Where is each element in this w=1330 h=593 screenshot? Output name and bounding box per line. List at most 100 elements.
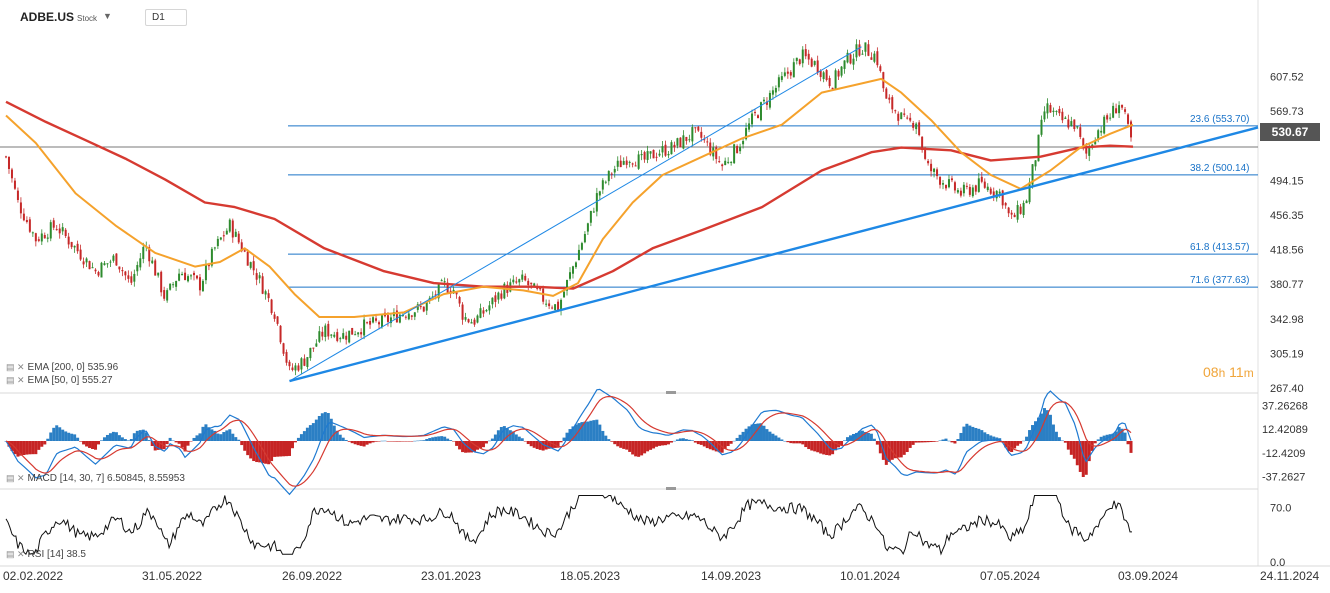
macd-histogram-bar	[944, 438, 948, 441]
candle-body	[939, 176, 942, 185]
macd-histogram-bar	[401, 441, 405, 442]
candle-body	[849, 54, 852, 64]
candle-body	[595, 193, 598, 212]
settings-icon[interactable]: ▤ ✕	[6, 362, 25, 372]
candle-body	[873, 53, 876, 62]
candle-body	[1022, 202, 1025, 216]
macd-histogram-bar	[714, 441, 718, 452]
macd-histogram-bar	[583, 421, 587, 441]
candle-body	[709, 142, 712, 155]
macd-histogram-bar	[195, 435, 199, 441]
macd-histogram-bar	[532, 441, 536, 448]
candle-body	[204, 264, 207, 281]
candle-body	[566, 279, 569, 291]
macd-histogram-bar	[347, 441, 351, 442]
macd-histogram-bar	[171, 440, 175, 441]
candle-body	[1028, 182, 1031, 203]
channel-trendline	[289, 46, 862, 382]
macd-histogram-bar	[759, 423, 763, 441]
macd-histogram-bar	[270, 441, 274, 462]
macd-histogram-bar	[249, 441, 253, 459]
macd-tick-label: -12.4209	[1262, 448, 1305, 460]
candle-body	[903, 113, 906, 115]
macd-histogram-bar	[690, 440, 694, 441]
candle-body	[715, 147, 718, 160]
candle-body	[927, 160, 930, 164]
candle-body	[22, 213, 25, 221]
macd-histogram-bar	[496, 430, 500, 441]
candle-body	[16, 190, 19, 200]
settings-icon[interactable]: ▤ ✕	[6, 549, 25, 559]
macd-histogram-bar	[102, 437, 106, 441]
macd-histogram-bar	[795, 441, 799, 444]
symbol-label[interactable]: ADBE.US Stock	[20, 10, 97, 24]
candle-body	[261, 276, 264, 294]
macd-histogram-bar	[132, 433, 136, 441]
macd-histogram-bar	[19, 441, 23, 456]
candle-body	[777, 77, 780, 88]
macd-histogram-bar	[616, 441, 620, 447]
settings-icon[interactable]: ▤ ✕	[6, 473, 25, 483]
candle-body	[930, 163, 933, 172]
macd-histogram-bar	[213, 430, 217, 441]
candle-body	[795, 57, 798, 61]
macd-histogram-bar	[344, 439, 348, 441]
candle-body	[121, 270, 124, 272]
candle-body	[351, 327, 354, 335]
macd-histogram-bar	[228, 429, 232, 441]
macd-histogram-bar	[652, 441, 656, 449]
candle-body	[139, 258, 142, 268]
macd-histogram-bar	[76, 437, 80, 441]
macd-histogram-bar	[192, 437, 196, 441]
macd-histogram-bar	[559, 441, 563, 443]
macd-histogram-bar	[658, 441, 662, 446]
macd-legend[interactable]: ▤ ✕ MACD [14, 30, 7] 6.50845, 8.55953	[6, 473, 185, 484]
candle-body	[389, 317, 392, 324]
macd-histogram-bar	[672, 440, 676, 442]
candle-body	[360, 332, 363, 335]
macd-histogram-bar	[410, 441, 414, 442]
candle-body	[580, 243, 583, 250]
macd-histogram-bar	[290, 441, 294, 449]
candle-body	[819, 70, 822, 78]
macd-histogram-bar	[392, 441, 396, 442]
price-tick-label: 342.98	[1270, 314, 1304, 326]
macd-histogram-bar	[353, 441, 357, 445]
candle-body	[378, 322, 381, 325]
candle-body	[357, 332, 360, 335]
macd-histogram-bar	[7, 441, 11, 447]
candle-body	[730, 161, 733, 163]
candle-body	[410, 315, 413, 317]
macd-histogram-bar	[926, 441, 930, 443]
macd-histogram-bar	[962, 426, 966, 441]
rsi-legend[interactable]: ▤ ✕ RSI [14] 38.5	[6, 549, 86, 560]
candle-body	[1103, 116, 1106, 134]
candle-body	[327, 323, 330, 337]
candle-body	[333, 334, 336, 337]
candle-body	[237, 233, 240, 243]
candle-body	[533, 283, 536, 287]
macd-histogram-bar	[407, 441, 411, 442]
candle-body	[339, 338, 342, 340]
candle-body	[831, 87, 834, 90]
candle-body	[372, 317, 375, 323]
macd-histogram-bar	[717, 441, 721, 453]
ema200-legend[interactable]: ▤ ✕ EMA [200, 0] 535.96	[6, 362, 118, 373]
macd-histogram-bar	[816, 441, 820, 453]
macd-histogram-bar	[765, 429, 769, 441]
symbol-dropdown-icon[interactable]: ▼	[103, 11, 112, 21]
macd-histogram-bar	[404, 441, 408, 442]
candle-body	[628, 161, 631, 163]
date-tick-label: 07.05.2024	[980, 569, 1040, 583]
timeframe-select[interactable]: D1	[145, 9, 187, 26]
price-tick-label: 456.35	[1270, 210, 1304, 222]
last-price-tag: 530.67	[1260, 123, 1320, 141]
candle-body	[136, 265, 139, 272]
macd-histogram-bar	[1060, 440, 1064, 442]
candle-body	[691, 127, 694, 142]
ema50-legend[interactable]: ▤ ✕ EMA [50, 0] 555.27	[6, 375, 113, 386]
settings-icon[interactable]: ▤ ✕	[6, 375, 25, 385]
candle-countdown: 08h 11m	[1203, 364, 1254, 380]
macd-histogram-bar	[854, 432, 858, 441]
